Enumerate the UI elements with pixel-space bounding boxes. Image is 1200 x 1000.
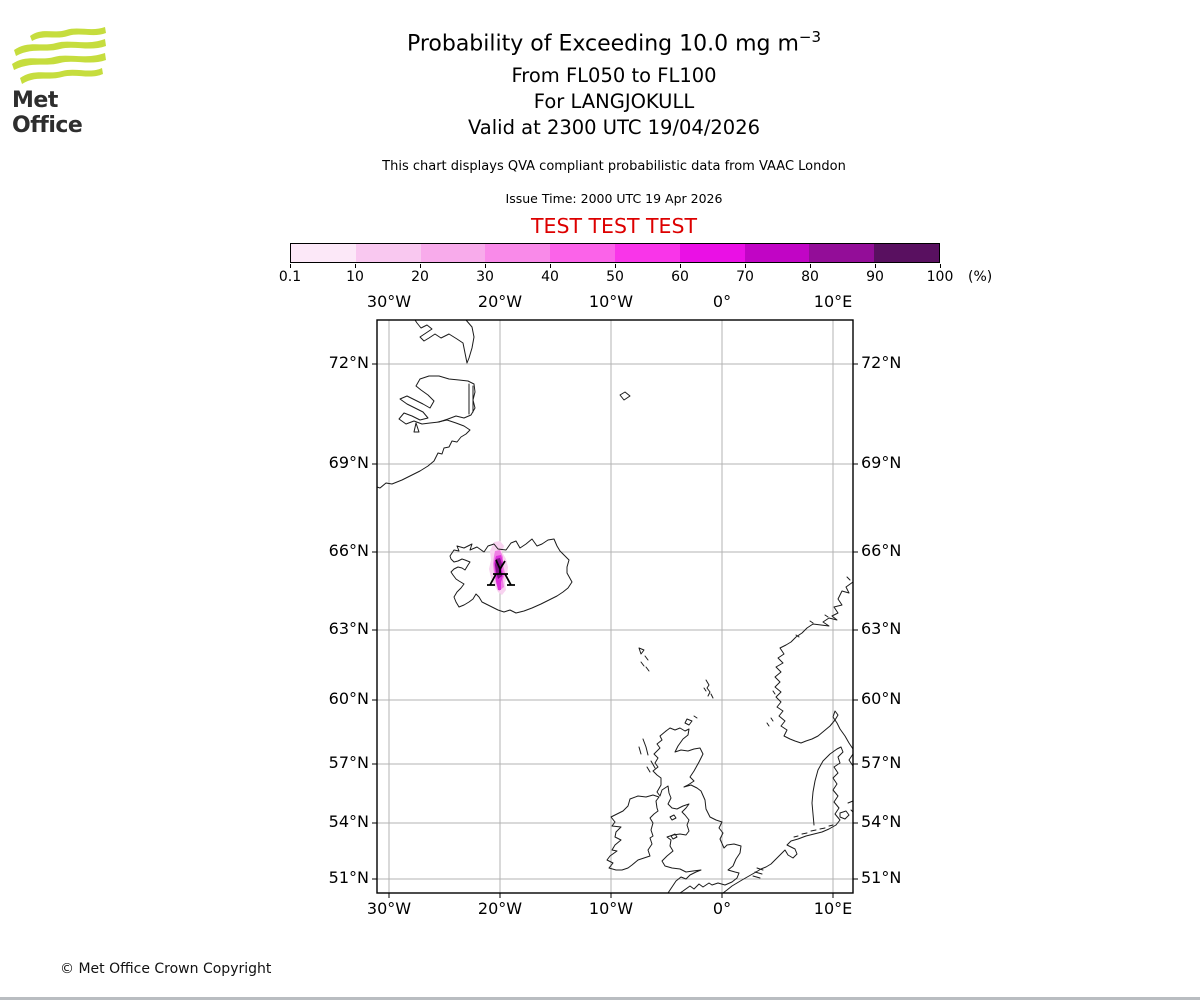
colorbar-tick [355, 264, 356, 268]
valid-time-line: Valid at 2300 UTC 19/04/2026 [467, 116, 761, 139]
coast-norway [774, 581, 854, 750]
coastlines [376, 319, 854, 894]
latitude-label: 66°N [861, 541, 902, 560]
map-axis-ticks [372, 363, 858, 898]
colorbar-tick [615, 264, 616, 268]
longitude-label: 30°W [366, 292, 412, 311]
colorbar-segment [485, 244, 551, 262]
colorbar-tick [810, 264, 811, 268]
latitude-label: 63°N [861, 618, 902, 638]
latitude-label: 54°N [328, 812, 369, 832]
colorbar-tick-label: 70 [736, 269, 754, 285]
colorbar-tick [420, 264, 421, 268]
longitude-label: 10°W [588, 899, 634, 918]
coast-britain-west [652, 730, 702, 894]
latitude-label: 63°N [328, 618, 369, 638]
map-gridlines [377, 320, 853, 893]
colorbar-unit: (%) [968, 269, 993, 285]
colorbar-tick-label: 100 [926, 269, 954, 285]
colorbar-tick-label: 30 [476, 269, 494, 285]
colorbar-tick-label: 80 [801, 269, 819, 285]
longitude-label: 0° [712, 899, 732, 918]
issue-time: Issue Time: 2000 UTC 19 Apr 2026 [505, 191, 723, 206]
colorbar-tick [940, 264, 941, 268]
colorbar-tick [680, 264, 681, 268]
latitude-label: 66°N [328, 541, 369, 560]
latitude-label: 51°N [861, 868, 902, 888]
colorbar-segment [874, 244, 939, 262]
coast-faroes [638, 647, 650, 672]
coast-ireland [606, 794, 660, 871]
test-banner: TEST TEST TEST [530, 214, 698, 238]
colorbar-tick [485, 264, 486, 268]
colorbar-segment [291, 244, 356, 262]
probability-colorbar [290, 243, 940, 263]
colorbar-tick [875, 264, 876, 268]
colorbar-segment [679, 244, 745, 262]
colorbar-tick-label: 0.1 [278, 269, 302, 285]
probability-plume [489, 541, 508, 595]
colorbar-tick-label: 40 [541, 269, 559, 285]
qva-note: This chart displays QVA compliant probab… [382, 159, 846, 174]
coast-hebrides [638, 738, 656, 773]
latitude-label: 72°N [328, 353, 369, 372]
colorbar-segment [355, 244, 421, 262]
latitude-label: 54°N [861, 812, 902, 832]
colorbar-tick [745, 264, 746, 268]
colorbar-segment [744, 244, 810, 262]
longitude-label: 10°E [813, 292, 853, 311]
colorbar-tick-label: 60 [671, 269, 689, 285]
latitude-label: 51°N [328, 868, 369, 888]
latitude-label: 60°N [328, 689, 369, 708]
colorbar-tick-label: 10 [346, 269, 364, 285]
coast-greenland [414, 319, 475, 364]
page-title-exponent: −3 [798, 28, 822, 46]
longitude-label: 10°E [813, 899, 853, 918]
colorbar-tick-label: 50 [606, 269, 624, 285]
window-bottom-edge [0, 997, 1200, 1000]
coast-orkney [684, 715, 698, 726]
map-panel [372, 319, 858, 898]
colorbar-segment [550, 244, 615, 262]
coast-denmark [811, 746, 844, 826]
coast-iceland [449, 538, 573, 614]
met-office-waves-icon [12, 27, 106, 84]
map-frame [376, 319, 854, 894]
coast-continent [722, 824, 837, 894]
latitude-label: 72°N [861, 353, 902, 372]
volcano-marker-icon [487, 559, 515, 586]
page-title: Probability of Exceeding 10.0 mg m−3 [28, 28, 1200, 56]
latitude-label: 69°N [328, 452, 369, 472]
met-office-logo: Met Office [10, 24, 120, 138]
colorbar-segment [809, 244, 875, 262]
flight-level-range: From FL050 to FL100 [511, 64, 717, 87]
coast-britain-east [665, 727, 742, 894]
colorbar-segment [420, 244, 486, 262]
page-title-text: Probability of Exceeding 10.0 mg m [406, 31, 799, 57]
colorbar-tick-label: 90 [866, 269, 884, 285]
latitude-label: 57°N [861, 753, 902, 773]
met-office-logo-text: Met Office [12, 88, 83, 138]
copyright-notice: © Met Office Crown Copyright [60, 961, 272, 977]
latitude-label: 57°N [328, 753, 369, 773]
colorbar-segment [614, 244, 680, 262]
volcano-name-line: For LANGJOKULL [533, 90, 695, 113]
longitude-label: 20°W [477, 899, 523, 918]
longitude-label: 20°W [477, 292, 523, 311]
colorbar-tick [550, 264, 551, 268]
coast-jan-mayen [619, 391, 631, 401]
latitude-label: 69°N [861, 452, 902, 472]
colorbar-tick [290, 264, 291, 268]
coast-shetland [703, 679, 714, 699]
longitude-label: 10°W [588, 292, 634, 311]
longitude-label: 0° [712, 292, 732, 311]
longitude-label: 30°W [366, 899, 412, 918]
colorbar-tick-label: 20 [411, 269, 429, 285]
latitude-label: 60°N [861, 689, 902, 708]
